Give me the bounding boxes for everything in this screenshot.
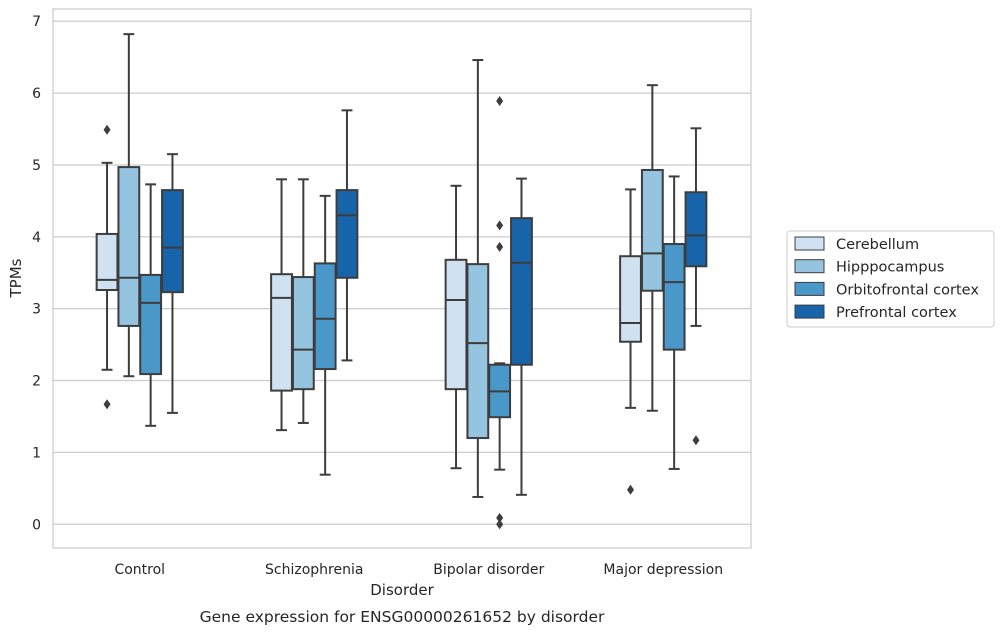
legend-label: Orbitofrontal cortex (836, 282, 979, 298)
y-tick-label: 6 (32, 86, 41, 102)
box-iqr (335, 189, 359, 279)
y-tick-labels: 0 1 2 3 4 5 6 7 (32, 14, 41, 533)
box-iqr (161, 189, 184, 294)
legend-swatch (794, 259, 825, 274)
gridlines (53, 20, 751, 525)
box-groups (95, 33, 708, 530)
x-tick-label: Control (114, 562, 165, 578)
y-tick-label: 5 (32, 158, 41, 174)
x-axis-label: Disorder (370, 581, 434, 599)
outlier-point (692, 435, 700, 446)
chart-caption: Gene expression for ENSG00000261652 by d… (200, 608, 605, 626)
box-iqr (619, 255, 642, 343)
box-orbitofrontal-cortex (139, 183, 163, 427)
box-orbitofrontal-cortex (313, 194, 337, 476)
y-tick-label: 0 (32, 517, 41, 533)
legend-swatch (794, 236, 825, 251)
outlier-point (496, 512, 504, 523)
outlier-point (103, 124, 111, 135)
box-iqr (444, 258, 468, 391)
box-hipppocampus (117, 33, 141, 378)
box-prefrontal-cortex (510, 177, 533, 496)
box-cerebellum (95, 124, 119, 410)
box-iqr (291, 276, 315, 391)
box-iqr (510, 217, 533, 366)
box-iqr (313, 262, 337, 371)
x-tick-label: Bipolar disorder (433, 562, 544, 578)
box-iqr (662, 243, 686, 351)
box-iqr (640, 168, 664, 292)
y-tick-label: 7 (32, 14, 41, 30)
box-iqr (684, 191, 708, 268)
outlier-point (496, 220, 504, 231)
legend: Cerebellum Hipppocampus Orbitofrontal cort… (786, 230, 995, 328)
legend-frame (786, 230, 995, 328)
y-tick-label: 4 (32, 230, 41, 246)
legend-label: Hipppocampus (836, 260, 944, 276)
box-prefrontal-cortex (161, 153, 184, 414)
outlier-point (103, 399, 111, 410)
outlier-point (627, 484, 635, 495)
legend-swatch (794, 281, 825, 296)
box-hipppocampus (640, 84, 664, 412)
plot-frame (52, 8, 752, 549)
y-axis-label: TPMs (7, 258, 25, 298)
box-iqr (270, 273, 293, 392)
y-tick-label: 3 (32, 302, 41, 318)
x-tick-label: Schizophrenia (265, 562, 363, 578)
legend-label: Cerebellum (836, 237, 919, 253)
box-iqr (95, 232, 119, 291)
box-hipppocampus (466, 59, 490, 498)
y-tick-label: 2 (32, 374, 41, 390)
outlier-point (496, 241, 504, 252)
box-cerebellum (270, 178, 293, 432)
box-iqr (139, 273, 163, 376)
x-tick-labels: Control Schizophrenia Bipolar disorder Majo… (114, 562, 723, 578)
box-iqr (466, 263, 490, 440)
box-cerebellum (619, 188, 642, 495)
outlier-point (496, 519, 504, 530)
y-tick-label: 1 (32, 445, 41, 461)
box-prefrontal-cortex (335, 109, 359, 362)
box-prefrontal-cortex (684, 127, 708, 446)
legend-label: Prefrontal cortex (836, 305, 957, 321)
box-iqr (117, 166, 141, 327)
x-tick-label: Major depression (603, 562, 723, 578)
legend-swatch (794, 304, 825, 319)
box-orbitofrontal-cortex (662, 175, 686, 470)
outlier-point (496, 95, 504, 106)
box-orbitofrontal-cortex (488, 95, 512, 530)
box-hipppocampus (291, 178, 315, 424)
